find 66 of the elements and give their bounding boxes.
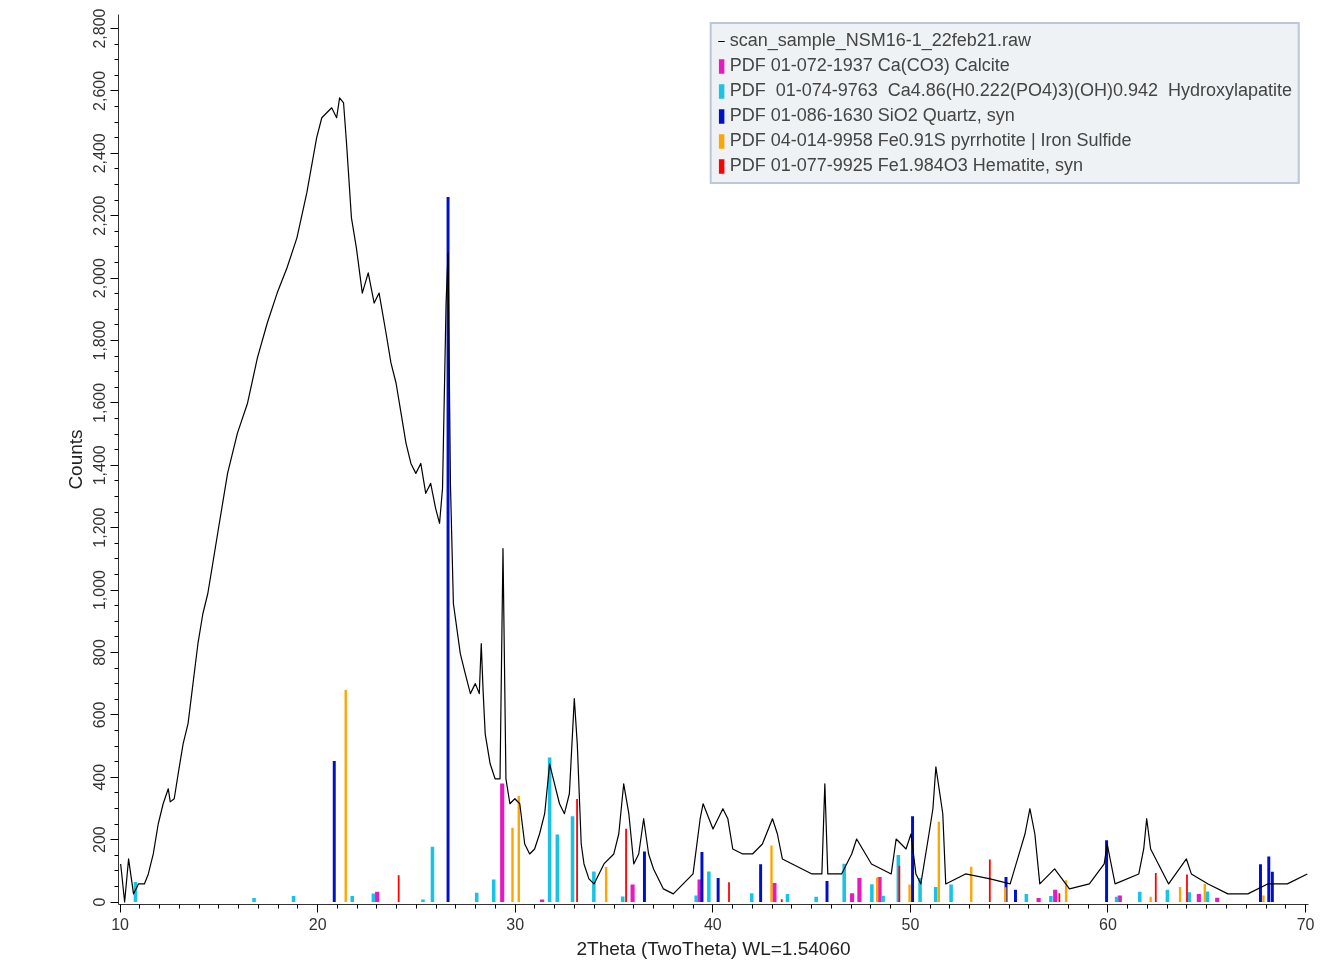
bar — [870, 884, 874, 902]
y-tick-label: 2,600 — [91, 70, 109, 111]
bar — [1137, 891, 1142, 902]
x-tick-label: 60 — [1099, 915, 1117, 933]
legend-label: PDF 01-074-9763 Ca4.86(H0.222(PO4)3)(OH)0.942 Hydroxylapatite — [729, 80, 1292, 101]
bar — [770, 845, 773, 902]
bar — [1014, 889, 1017, 902]
legend-label: PDF 01-086-1630 SiO2 Quartz, syn — [729, 105, 1015, 126]
bar — [252, 897, 256, 902]
bar — [1267, 856, 1271, 902]
x-tick-label: 70 — [1296, 915, 1315, 933]
y-tick-label: 800 — [91, 638, 109, 666]
bar — [749, 893, 754, 902]
x-tick-label: 10 — [111, 915, 130, 933]
bar — [700, 852, 704, 902]
bar — [814, 896, 818, 902]
bar — [1049, 896, 1053, 902]
legend-label: PDF 01-072-1937 Ca(CO3) Calcite — [729, 55, 1010, 76]
y-tick-label: 1,000 — [91, 569, 109, 611]
bar — [511, 827, 514, 902]
y-tick-label: 1,600 — [91, 382, 109, 423]
x-tick-label: 50 — [901, 915, 920, 933]
bar — [1149, 896, 1152, 902]
bar — [350, 896, 355, 902]
bar — [1259, 864, 1262, 902]
y-tick-label: 2,000 — [91, 257, 109, 299]
y-tick-label: 600 — [91, 701, 109, 729]
bar — [500, 783, 505, 902]
bar — [850, 893, 855, 902]
bar — [772, 882, 777, 902]
bar — [694, 895, 698, 902]
bar — [1196, 893, 1201, 902]
y-tick-label: 1,200 — [91, 507, 109, 548]
bar — [1036, 897, 1041, 902]
y-tick-label: 200 — [91, 826, 109, 853]
y-tick-label: 1,400 — [91, 445, 109, 486]
x-tick-label: 40 — [703, 915, 722, 933]
bar — [620, 896, 625, 902]
bar — [642, 851, 646, 902]
bar — [908, 884, 911, 902]
bar — [707, 871, 711, 902]
x-axis-title: 2Theta (TwoTheta) WL=1.54060 — [576, 937, 851, 959]
y-axis-title: Counts — [64, 429, 86, 490]
y-tick-label: 0 — [91, 897, 109, 907]
bar — [1053, 889, 1058, 902]
bar — [857, 877, 862, 902]
legend-label: scan_sample_NSM16-1_22feb21.raw — [729, 30, 1031, 51]
bar — [759, 864, 763, 902]
y-tick-label: 400 — [91, 763, 109, 791]
x-tick-label: 30 — [506, 915, 525, 933]
y-tick-label: 2,200 — [91, 195, 109, 236]
legend-label: PDF 04-014-9958 Fe0.91S pyrrhotite | Iron Sulfide — [729, 130, 1132, 151]
bar — [842, 863, 846, 902]
bar — [630, 884, 635, 902]
bar — [881, 895, 885, 902]
bar — [1262, 895, 1265, 902]
bar — [332, 761, 336, 902]
x-tick-label: 20 — [308, 915, 327, 933]
y-tick-label: 2,400 — [91, 133, 109, 174]
y-tick-label: 2,800 — [91, 8, 109, 49]
bar — [716, 877, 720, 902]
y-tick-label: 1,800 — [91, 320, 109, 361]
bar — [949, 884, 953, 902]
bar — [375, 891, 380, 902]
legend-label: PDF 01-077-9925 Fe1.984O3 Hematite, syn — [729, 155, 1083, 176]
bar — [592, 871, 596, 902]
